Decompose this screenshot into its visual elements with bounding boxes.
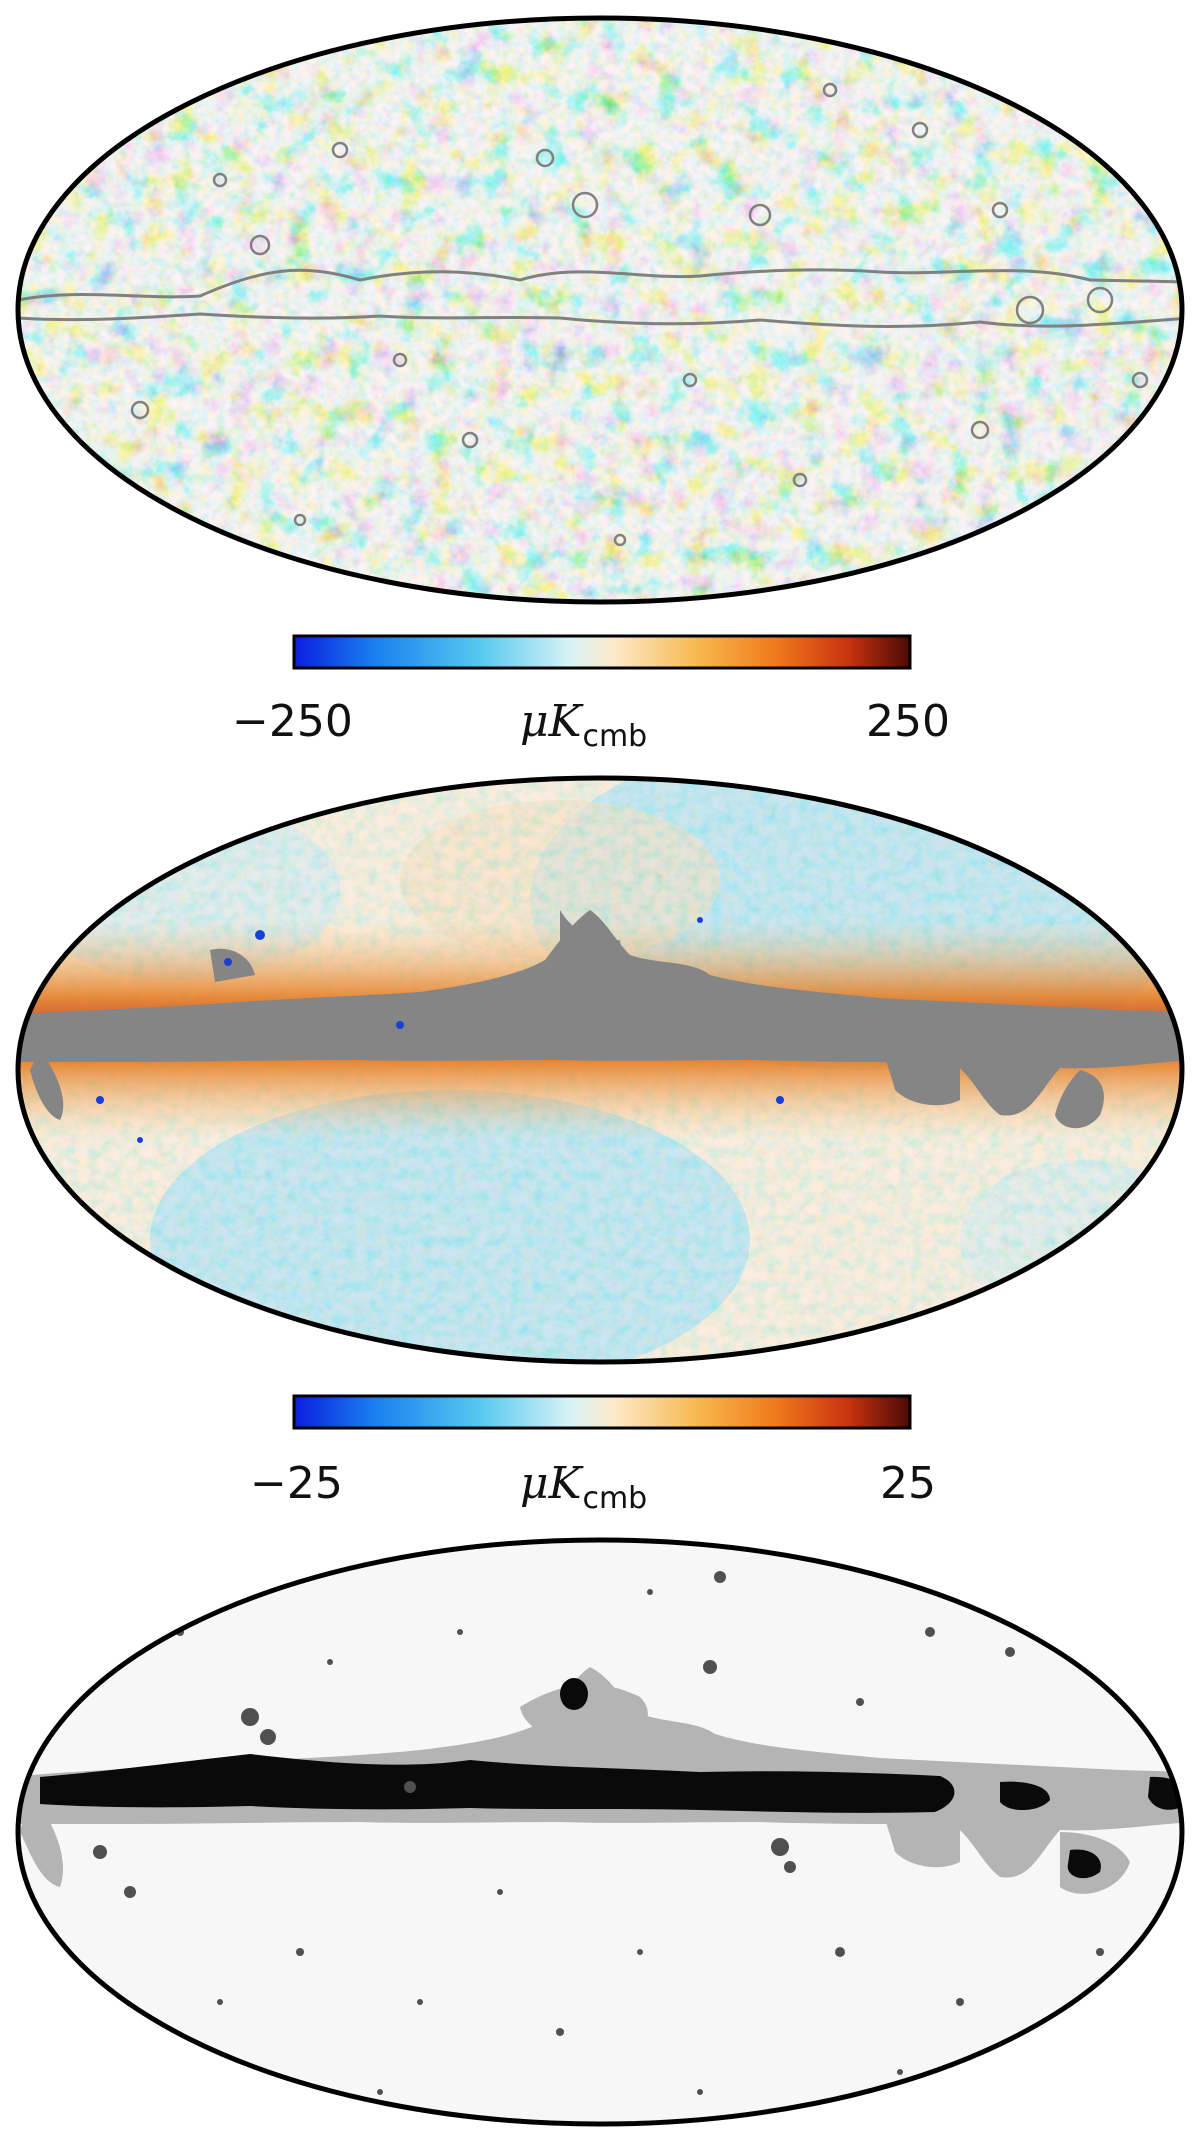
colorbar-unit-label: μKcmb [520,1462,647,1514]
cmb-temperature-map [15,15,1185,605]
mask-core-region [40,1754,955,1813]
colorbar-max-label: 25 [880,1458,936,1509]
residual-spots [96,917,784,1143]
residual-masked-map [15,775,1185,1365]
unit-sub: cmb [582,719,648,754]
colorbar-min-label: −25 [250,1458,343,1509]
unit-sub: cmb [582,1481,648,1516]
colorbar-min-label: −250 [232,696,353,747]
colorbar-cmb [292,634,912,670]
mask-point-sources [93,1571,1104,2095]
cmb-map-panel: −250 μKcmb 250 [0,0,1200,752]
unit-main: μK [520,696,582,747]
colorbar-max-label: 250 [866,696,950,747]
mask-map-panel [0,1532,1200,2144]
point-source-contours [130,82,1149,547]
unit-main: μK [520,1458,582,1509]
residual-map-panel: −25 μKcmb 25 [0,770,1200,1514]
mask-map [15,1537,1185,2127]
colorbar-residual [292,1394,912,1430]
colorbar-unit-label: μKcmb [520,700,647,752]
galactic-mask [18,910,1182,1116]
